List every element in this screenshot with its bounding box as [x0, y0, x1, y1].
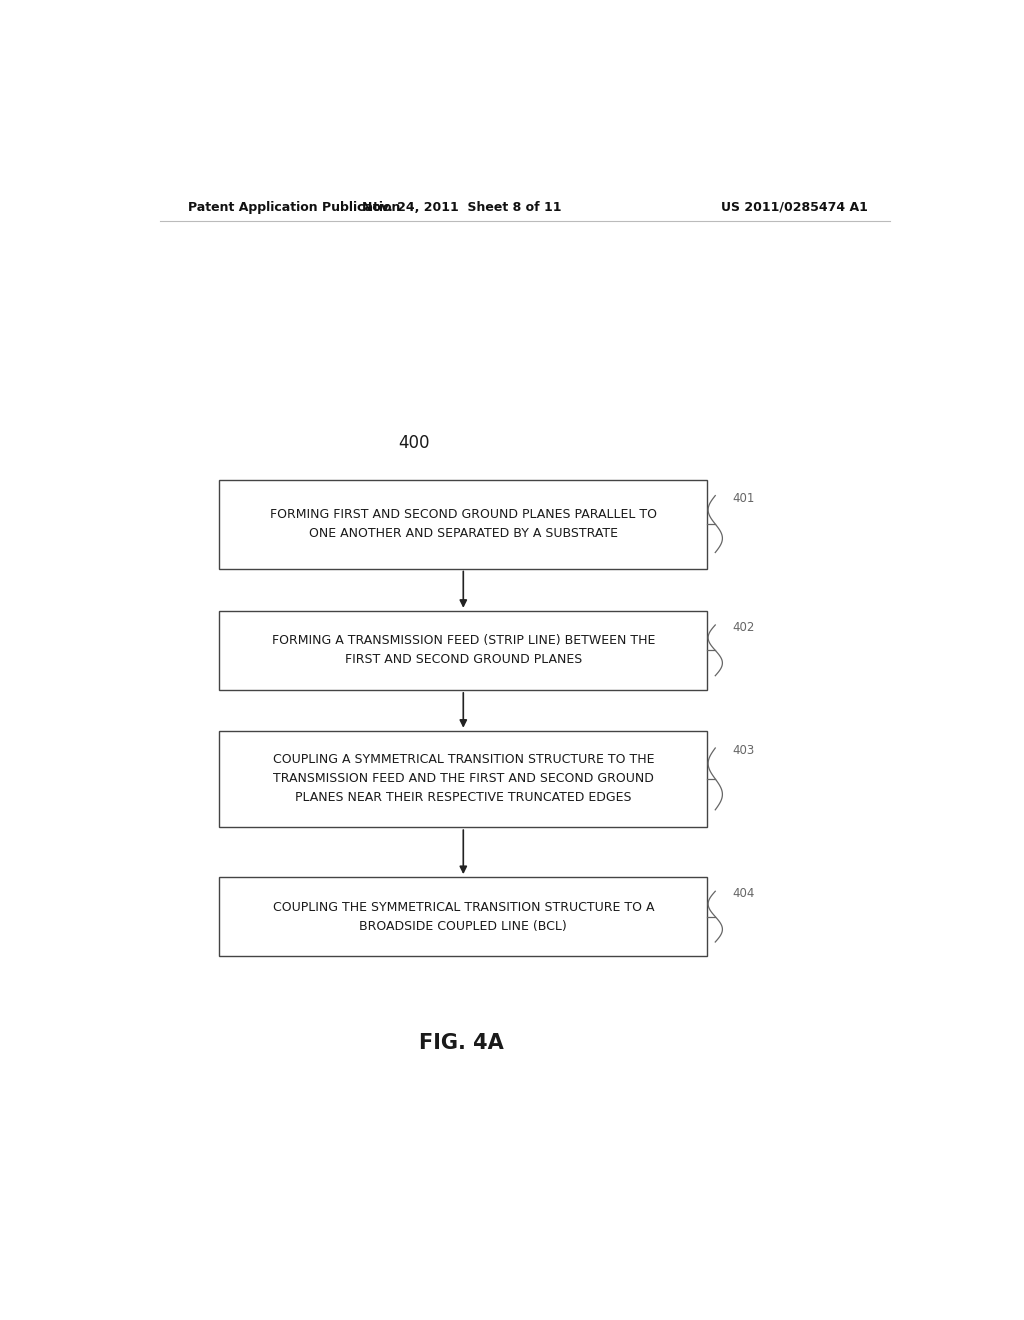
Text: US 2011/0285474 A1: US 2011/0285474 A1	[721, 201, 868, 214]
Bar	[219, 479, 708, 569]
Text: Nov. 24, 2011  Sheet 8 of 11: Nov. 24, 2011 Sheet 8 of 11	[361, 201, 561, 214]
Text: 400: 400	[398, 434, 429, 451]
Text: FORMING FIRST AND SECOND GROUND PLANES PARALLEL TO
ONE ANOTHER AND SEPARATED BY : FORMING FIRST AND SECOND GROUND PLANES P…	[269, 508, 656, 540]
Text: FIG. 4A: FIG. 4A	[419, 1032, 504, 1052]
Bar	[219, 731, 708, 828]
Text: 404: 404	[733, 887, 755, 900]
Text: 402: 402	[733, 620, 755, 634]
Text: Patent Application Publication: Patent Application Publication	[187, 201, 400, 214]
Text: 403: 403	[733, 744, 755, 756]
Text: COUPLING A SYMMETRICAL TRANSITION STRUCTURE TO THE
TRANSMISSION FEED AND THE FIR: COUPLING A SYMMETRICAL TRANSITION STRUCT…	[272, 754, 654, 804]
Text: FORMING A TRANSMISSION FEED (STRIP LINE) BETWEEN THE
FIRST AND SECOND GROUND PLA: FORMING A TRANSMISSION FEED (STRIP LINE)…	[271, 635, 655, 667]
Bar	[219, 611, 708, 690]
Text: COUPLING THE SYMMETRICAL TRANSITION STRUCTURE TO A
BROADSIDE COUPLED LINE (BCL): COUPLING THE SYMMETRICAL TRANSITION STRU…	[272, 900, 654, 933]
Bar	[219, 876, 708, 956]
Text: 401: 401	[733, 491, 755, 504]
